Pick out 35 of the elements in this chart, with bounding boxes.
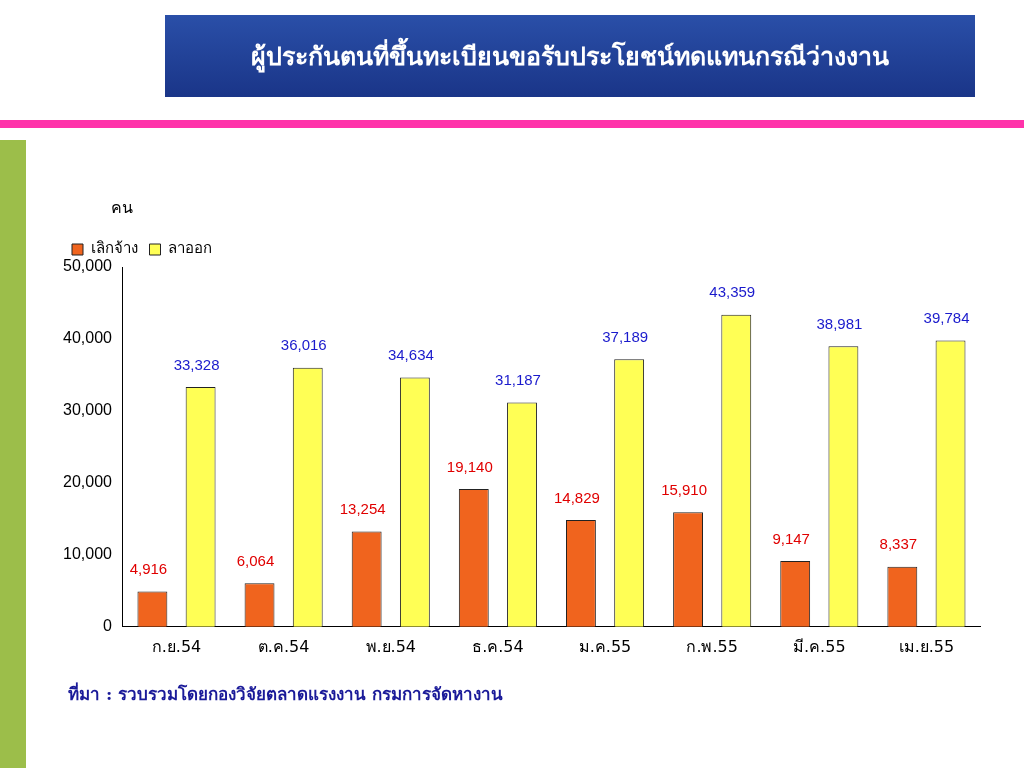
x-tick-label: ต.ค.54 [257, 636, 310, 656]
y-tick-label: 0 [103, 617, 113, 635]
data-label: 15,910 [661, 480, 708, 498]
y-axis-title: คน [110, 198, 133, 218]
x-tick-label: ม.ค.55 [578, 636, 632, 656]
data-label: 13,254 [339, 500, 386, 518]
data-label: 38,981 [816, 314, 863, 332]
data-label: 6,064 [236, 551, 275, 569]
y-tick-label: 40,000 [63, 329, 113, 347]
x-tick-label: พ.ย.54 [365, 636, 417, 656]
data-label: 37,189 [602, 327, 649, 345]
x-tick-label: ก.พ.55 [686, 636, 738, 656]
chart-title: ผู้ประกันตนที่ขึ้นทะเบียนขอรับประโยชน์ทดแทนกรณีว่างงาน [251, 36, 889, 75]
y-tick-label: 20,000 [63, 473, 113, 491]
x-tick-label: ก.ย.54 [151, 636, 202, 656]
data-label: 31,187 [495, 371, 541, 389]
data-label: 4,916 [129, 560, 168, 578]
data-label: 36,016 [280, 336, 327, 354]
y-tick-label: 30,000 [63, 401, 113, 419]
x-tick-label: ธ.ค.54 [472, 636, 524, 656]
y-tick-label: 10,000 [63, 545, 113, 563]
data-label: 14,829 [553, 488, 600, 506]
x-tick-label: มี.ค.55 [793, 636, 846, 656]
y-tick-label: 50,000 [63, 257, 113, 275]
data-label: 9,147 [772, 529, 810, 547]
data-label: 8,337 [879, 535, 918, 553]
data-label: 43,359 [709, 283, 756, 301]
x-tick-label: เม.ย.55 [898, 636, 955, 656]
data-label: 34,634 [387, 346, 434, 364]
text: ที่มา : รวบรวมโดยกองวิจัยตลาดแรงงาน กรมการจัดหางาน [68, 681, 504, 706]
legend-label: เลิกจ้าง [90, 239, 138, 258]
legend-label: ลาออก [168, 239, 212, 258]
data-label: 39,784 [923, 309, 970, 327]
data-label: 33,328 [173, 355, 220, 373]
data-label: 19,140 [446, 457, 493, 475]
